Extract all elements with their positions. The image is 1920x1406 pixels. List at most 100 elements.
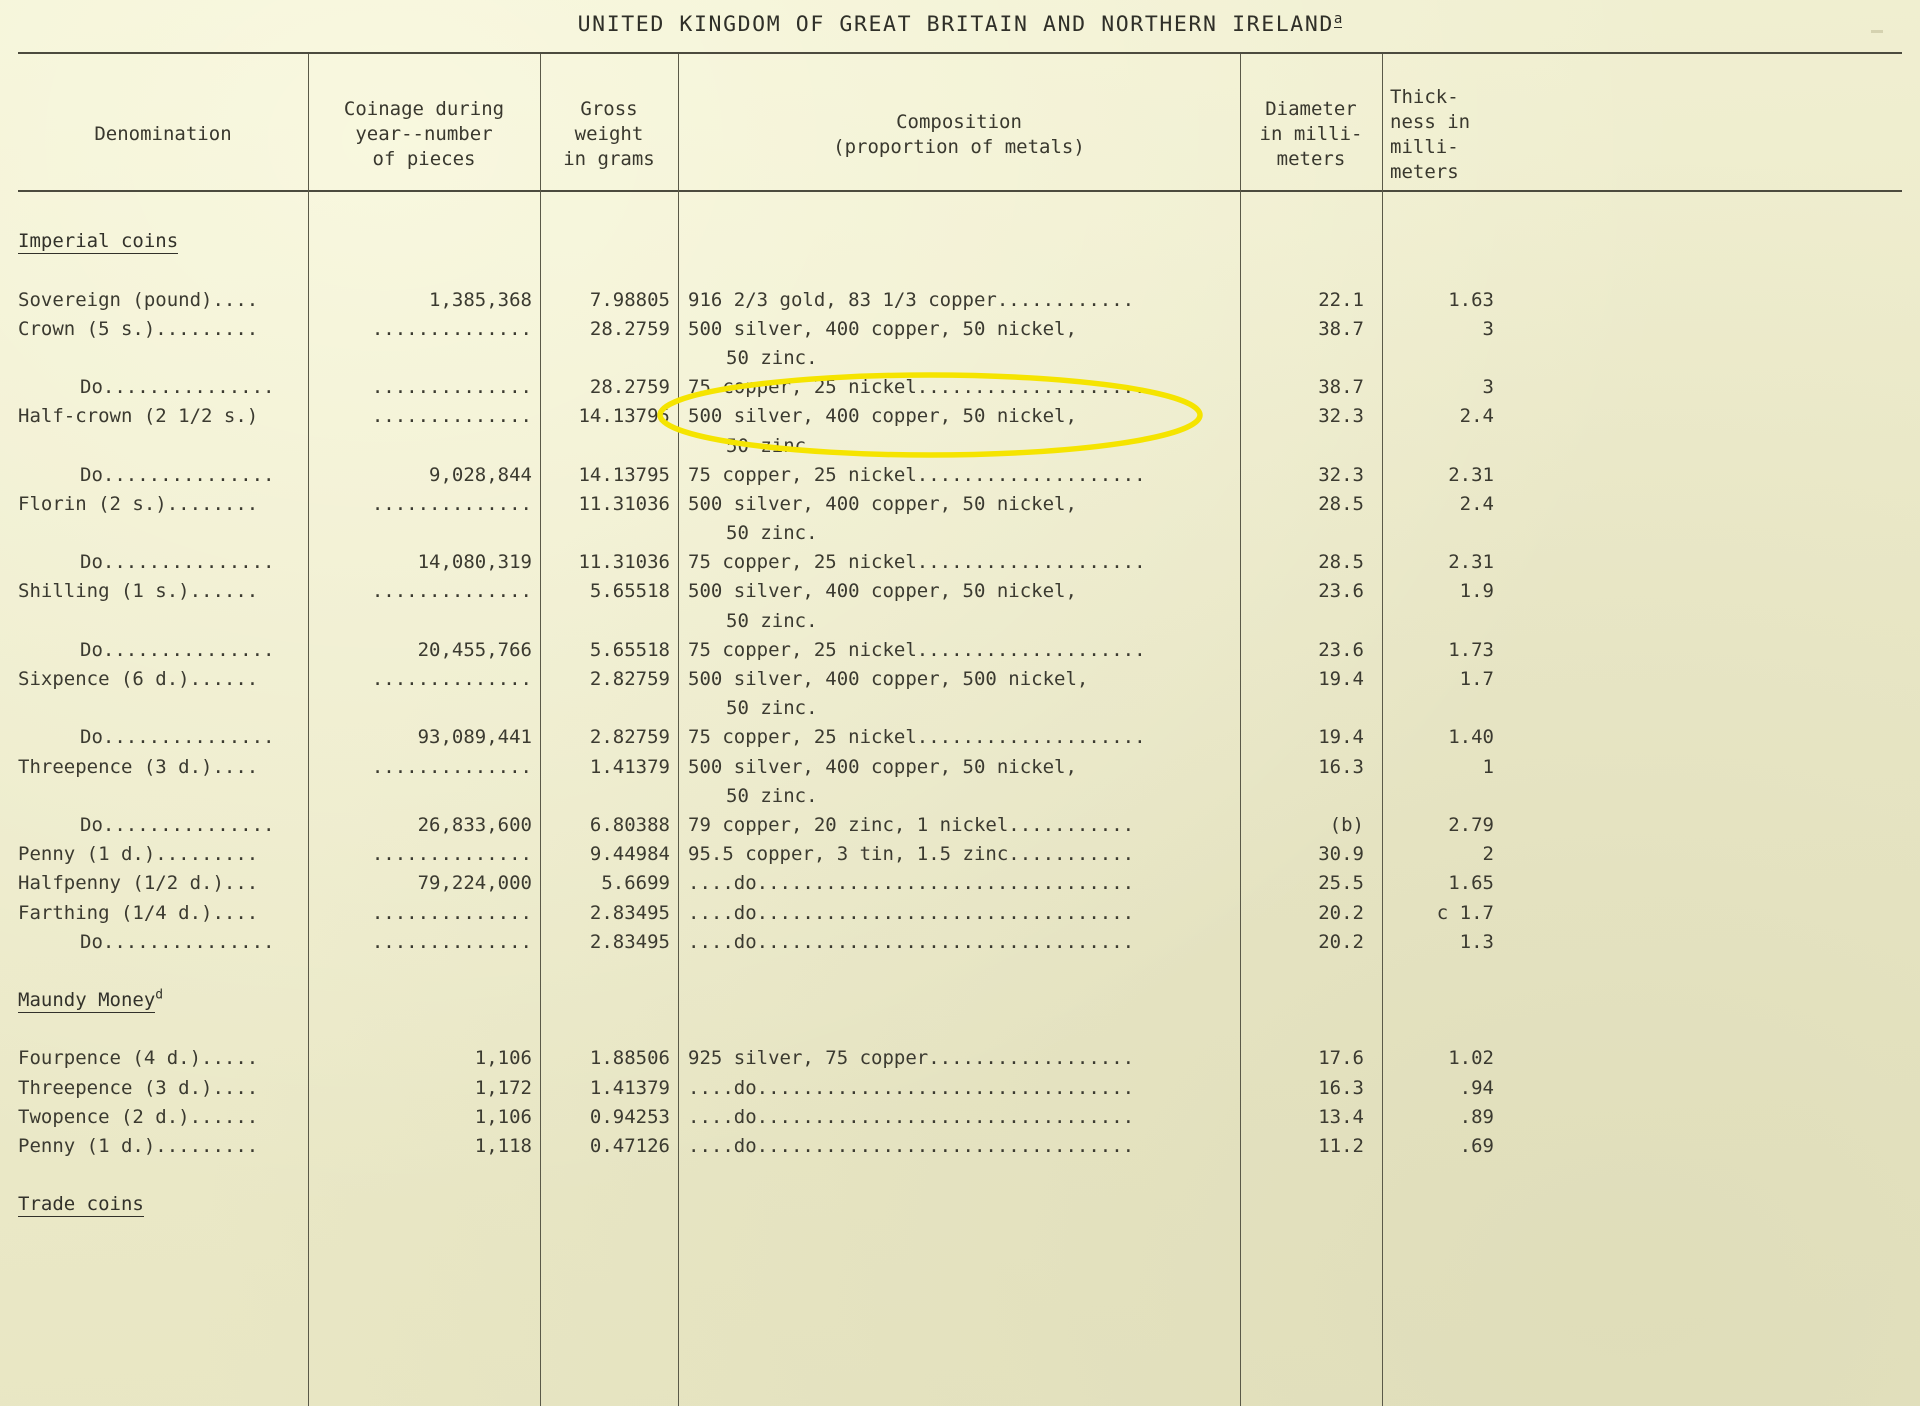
table-row: Do............... 93,089,441 2.82759 75 cop… [0, 723, 1920, 752]
cell-diameter: 32.3 [1318, 463, 1364, 486]
cell-composition: 500 silver, 400 copper, 50 nickel, [688, 492, 1077, 515]
cell-denomination: Penny (1 d.)......... [18, 843, 259, 866]
page-title-footnote-marker: a [1333, 11, 1343, 28]
table-row-continuation: 50 zinc. [0, 782, 1920, 811]
table-row: Do............................. 28.2759 75… [0, 373, 1920, 402]
cell-thickness: 1.9 [1459, 580, 1494, 603]
cell-thickness: 2.31 [1448, 551, 1494, 574]
cell-coinage: .............. [371, 317, 532, 340]
cell-denomination: Do............... [80, 463, 275, 486]
cell-coinage: .............. [371, 492, 532, 515]
column-header-thickness: Thick- ness in milli- meters [1390, 86, 1471, 183]
section-heading-footnote-marker: d [155, 987, 164, 1003]
column-divider-5 [1382, 54, 1383, 1406]
cell-coinage: 1,172 [474, 1076, 532, 1099]
cell-coinage: .............. [371, 405, 532, 428]
cell-diameter: 28.5 [1318, 492, 1364, 515]
cell-composition: ....do................................. [688, 930, 1135, 953]
cell-gross-weight: 28.2759 [589, 317, 670, 340]
cell-coinage: .............. [371, 843, 532, 866]
cell-coinage: 9,028,844 [429, 463, 532, 486]
cell-coinage: .............. [371, 901, 532, 924]
table-row: Farthing (1/4 d.).................. 2.834… [0, 899, 1920, 928]
cell-composition: 75 copper, 25 nickel.................... [688, 463, 1146, 486]
cell-thickness: 3 [1482, 317, 1494, 340]
cell-thickness: 2.79 [1448, 813, 1494, 836]
cell-thickness: 1.73 [1448, 638, 1494, 661]
cell-diameter: 20.2 [1318, 930, 1364, 953]
cell-composition: 75 copper, 25 nickel.................... [688, 638, 1146, 661]
cell-thickness: 2.4 [1459, 405, 1494, 428]
table-row: Threepence (3 d.).... 1,172 1.41379 ....do.… [0, 1074, 1920, 1103]
section-heading-row: Maundy Moneyd [0, 986, 1920, 1015]
row-spacer [0, 198, 1920, 227]
section-heading: Trade coins [18, 1190, 144, 1219]
cell-gross-weight: 11.31036 [578, 551, 670, 574]
cell-gross-weight: 11.31036 [578, 492, 670, 515]
cell-thickness: 1.63 [1448, 288, 1494, 311]
cell-coinage: 93,089,441 [417, 726, 532, 749]
cell-denomination: Threepence (3 d.).... [18, 755, 259, 778]
cell-composition: ....do................................. [688, 1076, 1135, 1099]
cell-gross-weight: 2.83495 [589, 901, 670, 924]
table-row-continuation: 50 zinc. [0, 519, 1920, 548]
cell-composition: 95.5 copper, 3 tin, 1.5 zinc........... [688, 843, 1135, 866]
cell-denomination: Do............... [80, 376, 275, 399]
cell-coinage: 1,106 [474, 1105, 532, 1128]
table-row: Fourpence (4 d.)..... 1,106 1.88506 925 sil… [0, 1044, 1920, 1073]
cell-gross-weight: 0.47126 [589, 1135, 670, 1157]
cell-diameter: 17.6 [1318, 1047, 1364, 1070]
cell-denomination: Twopence (2 d.)...... [18, 1105, 259, 1128]
cell-diameter: 22.1 [1318, 288, 1364, 311]
cell-composition: 500 silver, 400 copper, 50 nickel, [688, 317, 1077, 340]
row-spacer [0, 1015, 1920, 1044]
cell-denomination: Half-crown (2 1/2 s.) [18, 405, 259, 428]
cell-thickness: 1.40 [1448, 726, 1494, 749]
cell-thickness: 2 [1482, 843, 1494, 866]
cell-gross-weight: 9.44984 [589, 843, 670, 866]
cell-denomination: Do............... [80, 638, 275, 661]
cell-diameter: 30.9 [1318, 843, 1364, 866]
cell-diameter: 32.3 [1318, 405, 1364, 428]
cell-composition: ....do................................. [688, 1105, 1135, 1128]
table-row-continuation: 50 zinc. [0, 607, 1920, 636]
cell-composition-continuation: 50 zinc. [726, 522, 818, 545]
cell-denomination: Do............... [80, 726, 275, 749]
cell-composition: 925 silver, 75 copper.................. [688, 1047, 1135, 1070]
cell-gross-weight: 6.80388 [589, 813, 670, 836]
cell-composition-continuation: 50 zinc. [726, 434, 818, 457]
column-header-composition: Composition (proportion of metals) [833, 111, 1085, 158]
cell-composition: 500 silver, 400 copper, 50 nickel, [688, 755, 1077, 778]
cell-diameter: 19.4 [1318, 668, 1364, 690]
cell-coinage: 79,224,000 [417, 872, 532, 895]
cell-gross-weight: 5.65518 [589, 580, 670, 603]
section-heading: Maundy Moneyd [18, 986, 163, 1015]
table-row: Florin (2 s.)...................... 11.31… [0, 490, 1920, 519]
column-header-coinage: Coinage during year--number of pieces [343, 98, 505, 170]
cell-composition-continuation: 50 zinc. [726, 784, 818, 807]
cell-composition: ....do................................. [688, 1135, 1135, 1157]
cell-composition: ....do................................. [688, 872, 1135, 895]
cell-thickness: 2.31 [1448, 463, 1494, 486]
cell-thickness: c 1.7 [1436, 901, 1494, 924]
cell-composition: 75 copper, 25 nickel.................... [688, 726, 1146, 749]
cell-composition-continuation: 50 zinc. [726, 697, 818, 720]
cell-composition: ....do................................. [688, 901, 1135, 924]
cell-composition: 79 copper, 20 zinc, 1 nickel........... [688, 813, 1135, 836]
table-row: Crown (5 s.)....................... 28.27… [0, 315, 1920, 344]
section-heading-label: Imperial coins [18, 230, 179, 255]
cell-denomination: Do............... [80, 551, 275, 574]
cell-denomination: Farthing (1/4 d.).... [18, 901, 259, 924]
cell-diameter: 38.7 [1318, 376, 1364, 399]
cell-gross-weight: 5.65518 [589, 638, 670, 661]
column-divider-3 [678, 54, 679, 1406]
cell-gross-weight: 5.6699 [601, 872, 670, 895]
row-spacer [0, 256, 1920, 285]
cell-denomination: Do............... [80, 813, 275, 836]
cell-composition: 916 2/3 gold, 83 1/3 copper............ [688, 288, 1135, 311]
cell-thickness: 2.4 [1459, 492, 1494, 515]
cell-diameter: 28.5 [1318, 551, 1364, 574]
cell-gross-weight: 0.94253 [589, 1105, 670, 1128]
